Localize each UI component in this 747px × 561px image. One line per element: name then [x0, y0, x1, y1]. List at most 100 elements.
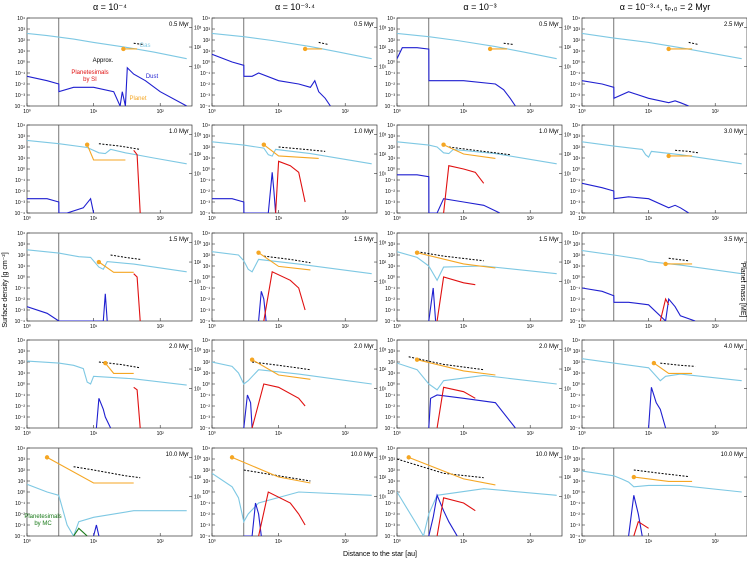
y-tick-label: 10⁴ — [387, 123, 395, 129]
planet-track-line — [104, 362, 134, 374]
planet-marker — [261, 142, 267, 147]
y-axis-label-left: Surface density [g cm⁻²] — [2, 252, 9, 327]
panel-c1-r3: 10⁴ 10³ 10² 10¹ 10⁰ 10⁻¹ 10⁻² 10⁻³ 10⁻⁴ 10³ 10² 10¹… — [15, 231, 202, 330]
gas-line — [582, 250, 742, 275]
planet-track-line — [231, 456, 311, 484]
y-right-tick-label: 10³ — [379, 455, 387, 461]
approx-line — [397, 458, 484, 479]
y-tick-label: 10¹ — [573, 479, 581, 485]
panel-c2-r4: 10⁴ 10³ 10² 10¹ 10⁰ 10⁻¹ 10⁻² 10⁻³ 10⁻⁴ 10³ 10² 10¹… — [200, 338, 387, 437]
y-tick-label: 10⁻³ — [570, 200, 580, 206]
approx-line — [263, 255, 311, 264]
y-tick-label: 10¹ — [18, 264, 26, 270]
x-tick-label: 10² — [527, 431, 535, 437]
column-title-2: α = 10⁻³·⁴ — [275, 2, 315, 12]
y-tick-label: 10³ — [203, 242, 211, 248]
x-tick-label: 10¹ — [645, 431, 653, 437]
y-tick-label: 10⁴ — [17, 446, 25, 452]
x-tick-label: 10⁰ — [23, 109, 31, 115]
y-tick-label: 10⁻³ — [15, 93, 25, 99]
y-tick-label: 10⁻³ — [15, 308, 25, 314]
planet-marker — [414, 357, 420, 362]
y-tick-label: 10⁻² — [15, 82, 25, 88]
panel-c1-r4: 10⁴ 10³ 10² 10¹ 10⁰ 10⁻¹ 10⁻² 10⁻³ 10⁻⁴ 10³ 10² 10¹… — [15, 338, 202, 437]
planet-marker — [256, 250, 261, 255]
x-tick-label: 10² — [712, 216, 720, 222]
planet-marker — [121, 46, 126, 52]
x-tick-label: 10¹ — [275, 216, 283, 222]
y-tick-label: 10³ — [388, 457, 396, 463]
plot-area — [397, 125, 557, 213]
y-tick-label: 10⁻¹ — [385, 501, 395, 507]
y-right-tick-label: 10¹ — [564, 65, 572, 71]
gas-line — [27, 360, 187, 386]
y-tick-label: 10⁰ — [17, 167, 25, 173]
planet-track-line — [258, 252, 311, 271]
time-label: 2.0 Myr — [169, 344, 189, 350]
x-tick-label: 10⁰ — [23, 324, 31, 330]
y-tick-label: 10⁻¹ — [200, 393, 210, 399]
approx-line — [668, 257, 689, 262]
planet-marker — [84, 142, 90, 147]
panel-c2-r2: 10⁴ 10³ 10² 10¹ 10⁰ 10⁻¹ 10⁻² 10⁻³ 10⁻⁴ 10³ 10² 10¹… — [200, 123, 387, 222]
y-tick-label: 10³ — [388, 27, 396, 33]
y-tick-label: 10³ — [573, 457, 581, 463]
gas-line — [397, 32, 557, 60]
y-tick-label: 10³ — [18, 457, 26, 463]
y-tick-label: 10⁻³ — [570, 523, 580, 529]
y-tick-label: 10⁰ — [572, 60, 580, 66]
y-tick-label: 10⁴ — [387, 231, 395, 237]
dust-line — [582, 182, 689, 213]
y-tick-label: 10⁻² — [570, 404, 580, 410]
dust-line — [397, 174, 501, 213]
y-tick-label: 10⁻⁴ — [15, 426, 25, 432]
plot-area — [27, 233, 187, 321]
panel-c1-r2: 10⁴ 10³ 10² 10¹ 10⁰ 10⁻¹ 10⁻² 10⁻³ 10⁻⁴ 10³ 10² 10¹… — [15, 123, 202, 222]
plot-area — [397, 448, 557, 536]
x-tick-label: 10¹ — [90, 324, 98, 330]
planet-marker — [302, 46, 308, 52]
y-right-tick-label: 10¹ — [194, 280, 202, 286]
x-tick-label: 10⁰ — [393, 431, 401, 437]
x-tick-label: 10⁰ — [393, 539, 401, 545]
x-tick-label: 10⁰ — [208, 431, 216, 437]
y-tick-label: 10⁴ — [17, 338, 25, 344]
y-tick-label: 10¹ — [388, 49, 396, 55]
panel-c3-r4: 10⁴ 10³ 10² 10¹ 10⁰ 10⁻¹ 10⁻² 10⁻³ 10⁻⁴ 10³ 10² 10¹… — [385, 338, 572, 437]
x-tick-label: 10² — [712, 109, 720, 115]
gas-line — [582, 470, 742, 493]
gas-line — [582, 358, 742, 382]
y-right-tick-label: 10² — [194, 260, 202, 266]
y-tick-label: 10² — [388, 145, 396, 151]
x-tick-label: 10⁰ — [208, 539, 216, 545]
planet-marker — [229, 455, 235, 460]
y-right-tick-label: 10¹ — [194, 65, 202, 71]
y-tick-label: 10⁻³ — [570, 415, 580, 421]
y-tick-label: 10⁻⁴ — [15, 104, 25, 110]
x-tick-label: 10¹ — [90, 431, 98, 437]
panel-frame — [581, 339, 747, 429]
y-tick-label: 10³ — [388, 134, 396, 140]
x-tick-label: 10² — [157, 431, 165, 437]
approx-line — [73, 466, 141, 479]
y-tick-label: 10⁻¹ — [200, 71, 210, 77]
y-tick-label: 10⁰ — [17, 490, 25, 496]
planet-marker — [103, 360, 108, 366]
y-tick-label: 10⁻² — [200, 297, 210, 303]
plot-area — [582, 340, 742, 428]
panel-c2-r3: 10⁴ 10³ 10² 10¹ 10⁰ 10⁻¹ 10⁻² 10⁻³ 10⁻⁴ 10³ 10² 10¹… — [200, 231, 387, 330]
y-tick-label: 10⁻² — [200, 404, 210, 410]
legend-approx: Approx. — [93, 58, 114, 64]
x-tick-label: 10² — [527, 216, 535, 222]
time-label: 1.5 Myr — [539, 237, 559, 243]
panel-frame — [581, 232, 747, 322]
y-tick-label: 10³ — [18, 27, 26, 33]
y-tick-label: 10² — [18, 253, 26, 259]
x-tick-label: 10¹ — [275, 539, 283, 545]
y-right-tick-label: 10¹ — [564, 495, 572, 501]
x-tick-label: 10¹ — [90, 539, 98, 545]
approx-line — [133, 42, 143, 45]
y-right-tick-label: 10² — [379, 367, 387, 373]
planet-track-line — [416, 252, 496, 269]
x-tick-label: 10⁰ — [578, 539, 586, 545]
